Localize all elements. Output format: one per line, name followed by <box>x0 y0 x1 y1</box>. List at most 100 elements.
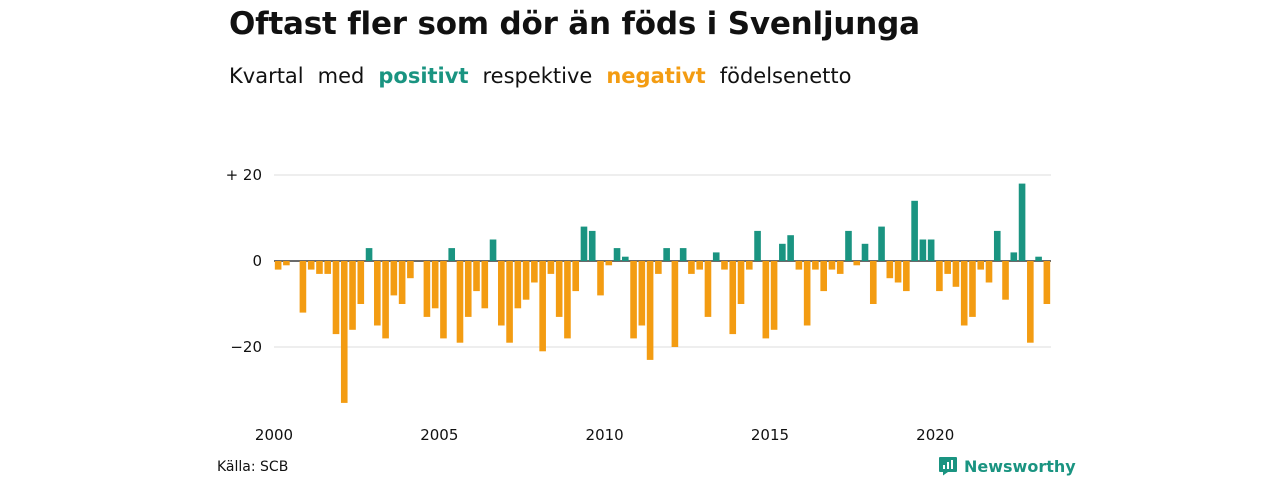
bar <box>960 261 968 326</box>
bar <box>407 261 414 279</box>
bar <box>878 226 885 261</box>
bar <box>977 261 985 270</box>
y-tick-label: + 20 <box>226 166 262 184</box>
bar <box>448 248 456 261</box>
bar <box>1010 252 1018 261</box>
bar <box>787 235 794 261</box>
bar <box>663 248 670 261</box>
bar <box>894 261 902 283</box>
subtitle-negative: negativt <box>606 64 706 88</box>
bar <box>869 261 877 304</box>
newsworthy-logo-icon <box>939 457 957 476</box>
bar <box>605 261 613 266</box>
bar <box>1018 183 1026 261</box>
bar <box>853 261 861 266</box>
x-tick-label: 2010 <box>586 426 624 444</box>
bar <box>1027 261 1034 343</box>
bar <box>712 252 720 261</box>
bar <box>671 261 679 347</box>
bar <box>679 248 687 261</box>
bar <box>721 261 728 270</box>
bar <box>952 261 960 287</box>
subtitle-positive: positivt <box>378 64 469 88</box>
bar <box>812 261 819 270</box>
x-tick-label: 2005 <box>420 426 458 444</box>
bar <box>398 261 406 304</box>
bar <box>580 226 588 261</box>
bar <box>324 261 332 274</box>
bar <box>927 239 935 261</box>
bar <box>861 243 869 261</box>
source-label: Källa: SCB <box>217 459 289 475</box>
bar <box>316 261 323 274</box>
bar <box>845 230 852 261</box>
bar <box>828 261 836 270</box>
bar <box>274 261 282 270</box>
bar <box>638 261 646 326</box>
bar <box>506 261 513 343</box>
x-tick-label: 2020 <box>916 426 954 444</box>
bar <box>456 261 464 343</box>
bar <box>431 261 439 309</box>
bar <box>630 261 637 339</box>
brand[interactable]: Newsworthy <box>938 456 1076 476</box>
bar <box>365 248 373 261</box>
bar <box>919 239 927 261</box>
bar <box>646 261 654 360</box>
bar <box>803 261 811 326</box>
bar <box>481 261 489 309</box>
bar <box>531 261 538 283</box>
subtitle-word: respektive <box>482 64 593 88</box>
bar <box>944 261 951 274</box>
bar <box>522 261 530 300</box>
bar <box>374 261 381 326</box>
bar <box>588 230 596 261</box>
bar <box>340 261 348 403</box>
bar <box>349 261 356 330</box>
bar <box>820 261 827 292</box>
bar <box>688 261 695 274</box>
bar <box>762 261 770 339</box>
bar <box>696 261 703 270</box>
bar <box>704 261 712 317</box>
bar <box>985 261 993 283</box>
x-tick-label: 2015 <box>751 426 789 444</box>
bar <box>464 261 472 317</box>
bar <box>564 261 571 339</box>
bar <box>779 243 786 261</box>
chart-subtitle: Kvartal med positivt respektive negativt föde… <box>229 64 865 88</box>
bar <box>382 261 389 339</box>
bar <box>745 261 753 270</box>
subtitle-word: med <box>317 64 365 88</box>
brand-name: Newsworthy <box>964 456 1076 476</box>
bar <box>737 261 745 304</box>
subtitle-word: Kvartal <box>229 64 304 88</box>
bar <box>473 261 480 292</box>
bar <box>547 261 555 274</box>
bar <box>332 261 340 335</box>
bar <box>836 261 844 274</box>
bar <box>622 256 629 261</box>
bar <box>390 261 398 296</box>
x-tick-label: 2000 <box>255 426 293 444</box>
bar <box>1002 261 1009 300</box>
bar <box>729 261 737 335</box>
bar <box>440 261 447 339</box>
bar <box>555 261 563 317</box>
bar <box>572 261 580 292</box>
bar <box>993 230 1001 261</box>
bar <box>754 230 761 261</box>
bar <box>903 261 910 292</box>
bar <box>1043 261 1051 304</box>
subtitle-word: födelsenetto <box>719 64 852 88</box>
y-tick-label: −20 <box>230 338 262 356</box>
bar <box>886 261 894 279</box>
bar <box>770 261 778 330</box>
bar <box>597 261 604 296</box>
bar <box>539 261 546 352</box>
bar <box>498 261 505 326</box>
bar <box>489 239 497 261</box>
bar <box>283 261 290 266</box>
chart-title: Oftast fler som dör än föds i Svenljunga <box>229 6 920 42</box>
